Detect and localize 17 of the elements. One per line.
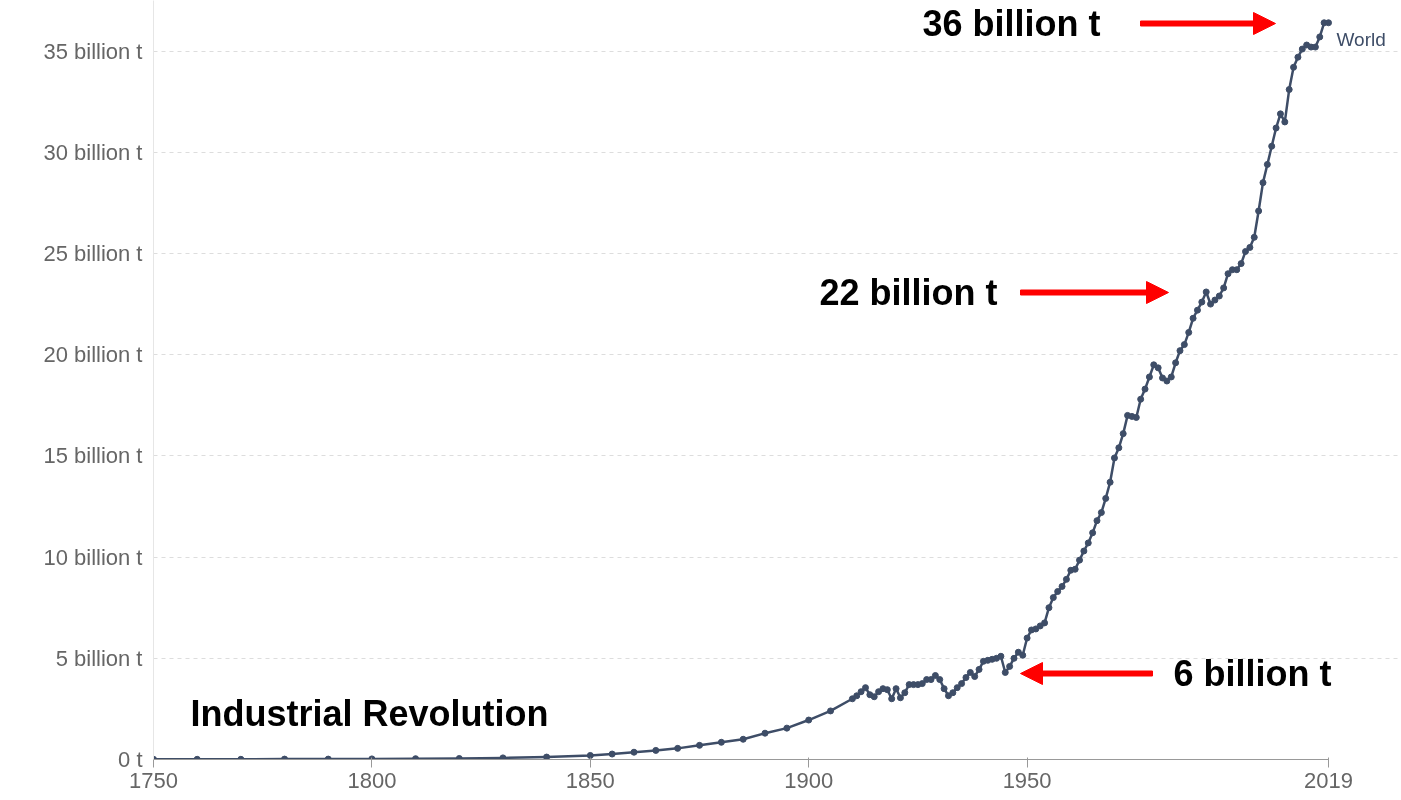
y-tick-label: 35 billion t bbox=[43, 38, 143, 64]
annotation: 6 billion t bbox=[1173, 653, 1332, 694]
y-tick-label: 25 billion t bbox=[43, 241, 143, 266]
x-tick-label: 1950 bbox=[1002, 767, 1052, 793]
y-tick-label: 10 billion t bbox=[43, 544, 143, 570]
y-tick-label: 30 billion t bbox=[43, 139, 143, 165]
series-label: World bbox=[1336, 28, 1386, 50]
annotation: 22 billion t bbox=[819, 272, 998, 313]
y-tick-label: 20 billion t bbox=[43, 342, 143, 368]
x-tick-label: 1900 bbox=[784, 767, 834, 793]
x-tick-label: 2019 bbox=[1304, 767, 1353, 793]
annotation: 36 billion t bbox=[922, 3, 1101, 44]
x-tick-label: 1800 bbox=[347, 767, 397, 793]
y-tick-label: 5 billion t bbox=[55, 645, 143, 671]
y-tick-label: 15 billion t bbox=[43, 443, 143, 469]
x-tick-label: 1850 bbox=[565, 767, 615, 793]
annotation: Industrial Revolution bbox=[190, 693, 549, 734]
